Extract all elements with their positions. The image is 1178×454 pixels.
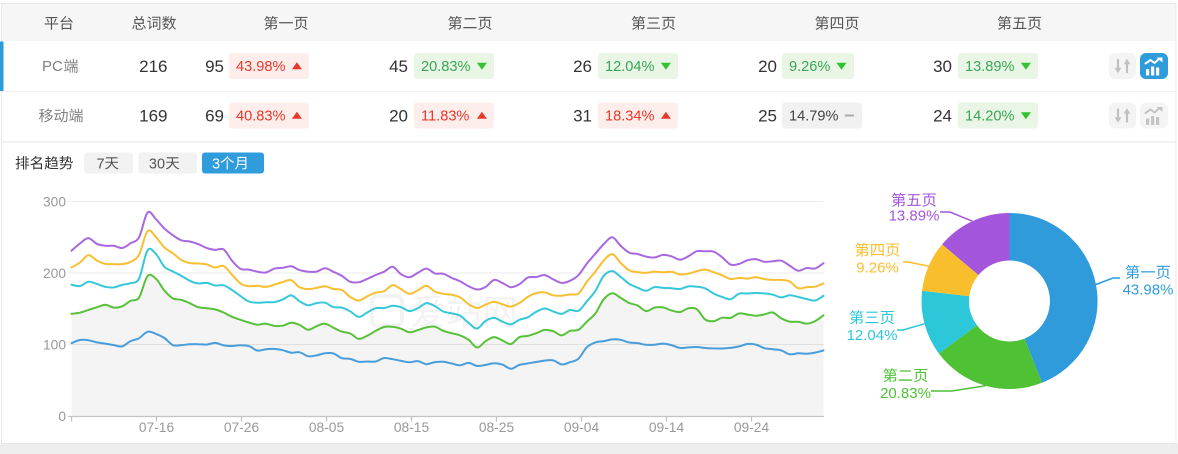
svg-text:14.20%: 14.20% — [965, 109, 1015, 125]
svg-text:20.83%: 20.83% — [880, 385, 931, 402]
svg-text:0: 0 — [58, 409, 66, 424]
svg-text:13.89%: 13.89% — [889, 207, 940, 224]
svg-text:95: 95 — [205, 57, 224, 76]
svg-text:216: 216 — [139, 57, 167, 76]
svg-text:11.83%: 11.83% — [421, 109, 469, 125]
svg-text:169: 169 — [139, 107, 167, 126]
svg-text:7: 7 — [96, 156, 104, 172]
svg-text:14.79%: 14.79% — [789, 109, 839, 125]
svg-text:24: 24 — [933, 107, 952, 126]
svg-text:08-15: 08-15 — [394, 420, 430, 435]
svg-text:08-25: 08-25 — [479, 420, 515, 435]
svg-text:26: 26 — [573, 57, 592, 76]
svg-text:08-05: 08-05 — [309, 420, 345, 435]
svg-text:30: 30 — [933, 57, 952, 76]
svg-text:69: 69 — [205, 107, 224, 126]
svg-text:3: 3 — [212, 156, 220, 172]
svg-text:100: 100 — [43, 337, 66, 352]
svg-text:31: 31 — [573, 107, 592, 126]
svg-text:09-14: 09-14 — [649, 420, 685, 435]
svg-text:200: 200 — [43, 266, 66, 281]
svg-text:9.26%: 9.26% — [856, 259, 899, 276]
svg-text:30: 30 — [149, 156, 165, 172]
svg-text:45: 45 — [389, 57, 408, 76]
svg-text:40.83%: 40.83% — [236, 109, 286, 125]
svg-text:12.04%: 12.04% — [847, 327, 898, 344]
svg-text:25: 25 — [758, 107, 777, 126]
svg-text:07-16: 07-16 — [139, 420, 175, 435]
svg-text:43.98%: 43.98% — [236, 59, 286, 75]
svg-text:20.83%: 20.83% — [421, 59, 471, 75]
svg-text:09-04: 09-04 — [564, 420, 600, 435]
svg-text:43.98%: 43.98% — [1123, 282, 1174, 299]
svg-text:PC: PC — [42, 58, 63, 75]
svg-text:20: 20 — [758, 57, 777, 76]
svg-text:9.26%: 9.26% — [789, 59, 830, 75]
svg-text:12.04%: 12.04% — [605, 59, 655, 75]
svg-text:20: 20 — [389, 107, 408, 126]
svg-text:07-26: 07-26 — [224, 420, 260, 435]
svg-text:300: 300 — [43, 194, 66, 209]
svg-text:09-24: 09-24 — [734, 420, 770, 435]
svg-text:13.89%: 13.89% — [965, 59, 1015, 75]
svg-text:18.34%: 18.34% — [605, 109, 655, 125]
